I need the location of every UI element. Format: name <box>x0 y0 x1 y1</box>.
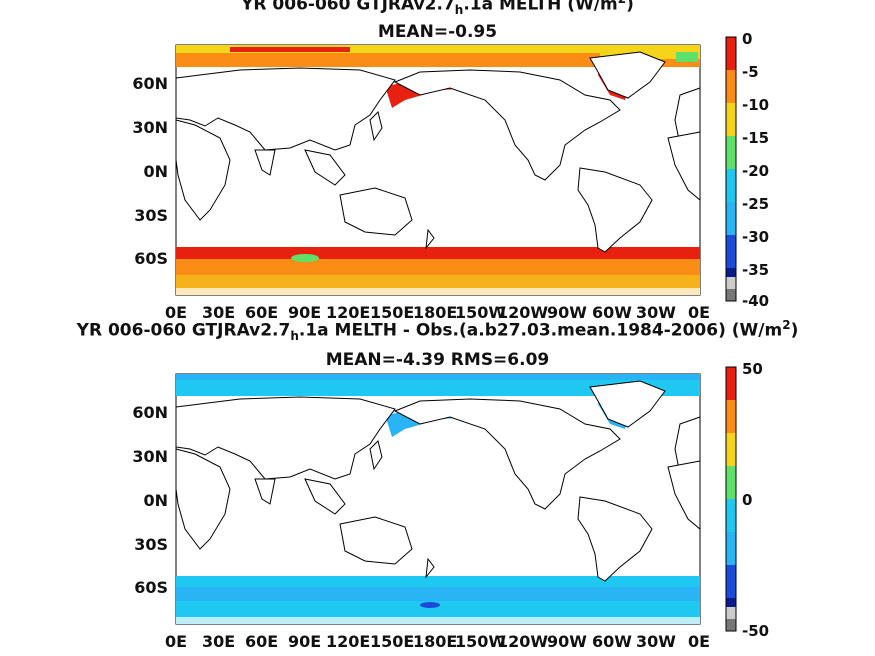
lon-label: 180E <box>413 303 458 322</box>
panel2-title: YR 006-060 GTJRAv2.7h.1a MELTH - Obs.(a.… <box>76 318 799 344</box>
lon-label: 60W <box>592 303 632 322</box>
lon-label: 0E <box>165 303 188 322</box>
panel2-map <box>175 373 701 625</box>
lon-label: 120E <box>326 303 371 322</box>
lon-label: 90E <box>288 632 322 651</box>
panel1-stat: MEAN=-0.95 <box>377 22 498 42</box>
lon-label: 30E <box>202 303 236 322</box>
cbar2-tick: 50 <box>742 360 763 378</box>
lon-label: 30W <box>636 303 676 322</box>
lat-label: 60S <box>134 249 168 268</box>
lon-label: 150W <box>455 632 507 651</box>
lon-label: 30W <box>636 632 676 651</box>
panel1-map <box>175 44 701 296</box>
lon-label: 30E <box>202 632 236 651</box>
lat-label: 30N <box>132 447 168 466</box>
cbar1-tick: 0 <box>742 30 753 48</box>
lat-label: 0N <box>143 491 168 510</box>
lat-label: 60S <box>134 578 168 597</box>
lon-label: 0E <box>165 632 188 651</box>
lon-label: 60W <box>592 632 632 651</box>
cbar1-tick: -20 <box>742 162 770 180</box>
lon-label: 60E <box>245 303 279 322</box>
lon-label: 0E <box>688 632 711 651</box>
lon-label: 150W <box>455 303 507 322</box>
lon-label: 90W <box>547 303 587 322</box>
panel2-stat: MEAN=-4.39 RMS=6.09 <box>325 350 550 370</box>
lon-label: 150E <box>370 303 415 322</box>
lon-label: 90W <box>547 632 587 651</box>
lon-label: 0E <box>688 303 711 322</box>
lat-label: 60N <box>132 74 168 93</box>
colorbar-2 <box>725 366 737 632</box>
cbar1-tick: -15 <box>742 129 770 147</box>
lat-label: 30S <box>134 535 168 554</box>
lon-label: 120W <box>497 632 549 651</box>
colorbar-1 <box>725 36 737 302</box>
lon-label: 90E <box>288 303 322 322</box>
panel1-title: YR 006-060 GTJRAv2.7h.1a MELTH (W/m2) <box>241 0 634 18</box>
cbar1-tick: -30 <box>742 228 770 246</box>
lon-label: 60E <box>245 632 279 651</box>
cbar1-tick: -10 <box>742 96 770 114</box>
cbar1-tick: -5 <box>742 63 759 81</box>
lon-label: 150E <box>370 632 415 651</box>
cbar1-tick: -25 <box>742 195 770 213</box>
lat-label: 30S <box>134 206 168 225</box>
lon-label: 180E <box>413 632 458 651</box>
lon-label: 120W <box>497 303 549 322</box>
lat-label: 60N <box>132 403 168 422</box>
lat-label: 0N <box>143 162 168 181</box>
cbar2-tick: 0 <box>742 491 753 509</box>
lat-label: 30N <box>132 118 168 137</box>
cbar1-tick: -40 <box>742 292 770 310</box>
lon-label: 120E <box>326 632 371 651</box>
cbar2-tick: -50 <box>742 622 770 640</box>
cbar1-tick: -35 <box>742 261 770 279</box>
